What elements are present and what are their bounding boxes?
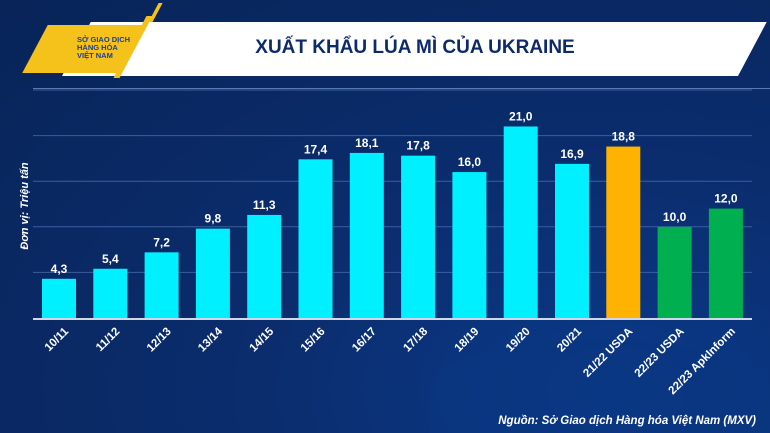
page-title: XUẤT KHẨU LÚA MÌ CỦA UKRAINE bbox=[255, 37, 575, 58]
x-tick-label: 14/15 bbox=[247, 325, 276, 354]
data-label: 12,0 bbox=[714, 192, 738, 206]
data-label: 17,4 bbox=[304, 142, 328, 156]
logo-line: HÀNG HÓA bbox=[77, 43, 118, 52]
x-tick-label: 20/21 bbox=[555, 325, 584, 354]
background-wave bbox=[430, 340, 770, 433]
bar bbox=[708, 208, 743, 318]
x-tick-label: 19/20 bbox=[504, 326, 533, 355]
logo-line: VIỆT NAM bbox=[77, 51, 113, 60]
bar bbox=[195, 228, 230, 318]
x-tick-label: 15/16 bbox=[299, 326, 328, 355]
data-label: 17,8 bbox=[406, 139, 430, 153]
bar bbox=[555, 163, 589, 318]
x-tick-label: 11/12 bbox=[94, 326, 122, 354]
x-tick-label: 17/18 bbox=[401, 325, 430, 354]
bar bbox=[42, 278, 76, 318]
data-label: 21,0 bbox=[509, 109, 533, 123]
data-label: 16,9 bbox=[560, 147, 584, 161]
data-label: 11,3 bbox=[253, 198, 276, 212]
data-label: 5,4 bbox=[102, 252, 119, 266]
bar bbox=[503, 126, 538, 318]
bar bbox=[657, 226, 692, 318]
source-note: Nguồn: Sở Giao dịch Hàng hóa Việt Nam (M… bbox=[498, 415, 756, 427]
data-label: 10,0 bbox=[663, 210, 687, 224]
logo-text: SỞ GIAO DỊCH HÀNG HÓA VIỆT NAM bbox=[77, 36, 130, 60]
divider bbox=[33, 88, 770, 89]
bar bbox=[298, 159, 333, 318]
bar bbox=[247, 214, 282, 318]
bar bbox=[452, 172, 487, 318]
bar bbox=[606, 146, 641, 318]
bar bbox=[144, 252, 179, 318]
data-label: 7,2 bbox=[153, 235, 170, 249]
data-label: 18,1 bbox=[355, 136, 379, 150]
x-tick-label: 16/17 bbox=[350, 326, 379, 355]
logo-line: SỞ GIAO DỊCH bbox=[77, 35, 131, 44]
data-label: 4,3 bbox=[51, 262, 68, 276]
data-label: 16,0 bbox=[458, 155, 482, 169]
bar bbox=[401, 155, 436, 318]
x-tick-label: 13/14 bbox=[196, 325, 225, 354]
x-tick-label: 12/13 bbox=[145, 326, 174, 355]
x-tick-label: 21/22 USDA bbox=[581, 326, 635, 380]
data-label: 9,8 bbox=[205, 212, 222, 226]
bar bbox=[349, 152, 384, 318]
x-tick-label: 10/11 bbox=[43, 325, 72, 354]
bar bbox=[93, 268, 128, 318]
data-label: 18,8 bbox=[612, 130, 636, 144]
x-tick-label: 18/19 bbox=[453, 326, 482, 355]
x-tick-label: 22/23 USDA bbox=[633, 326, 687, 380]
